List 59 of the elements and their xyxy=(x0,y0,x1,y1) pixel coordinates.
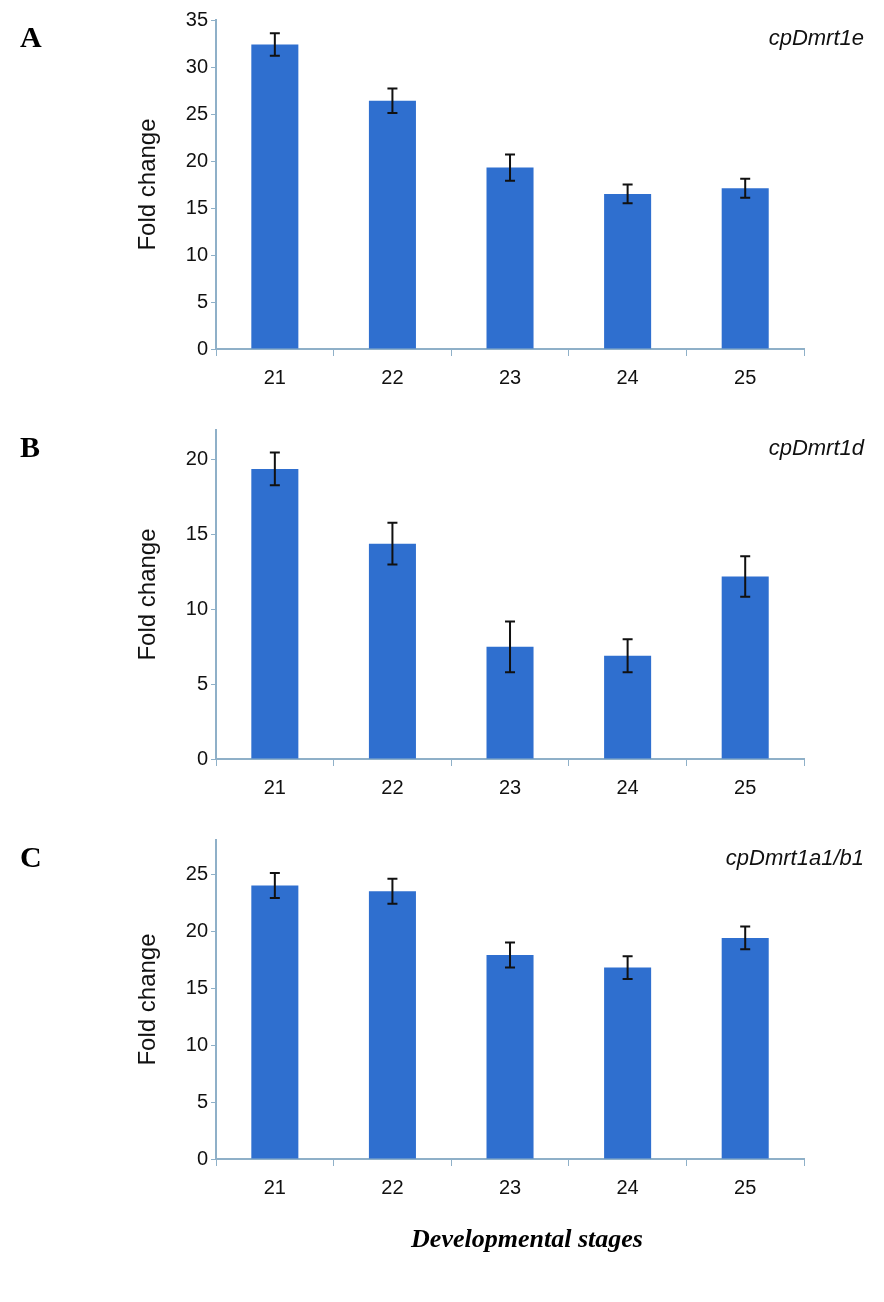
x-tick-label: 21 xyxy=(263,365,286,388)
x-tick-label: 21 xyxy=(263,775,286,798)
y-tick-label: 0 xyxy=(196,336,209,359)
y-tick-label: 5 xyxy=(196,289,209,312)
x-axis-title: Developmental stages xyxy=(410,1224,644,1254)
y-tick-label: 5 xyxy=(196,671,209,694)
bar xyxy=(721,937,769,1159)
bar xyxy=(604,193,652,349)
y-tick-label: 15 xyxy=(185,975,209,998)
y-tick-label: 20 xyxy=(185,447,209,470)
annotation: cpDmrt1a1/b1 xyxy=(725,845,864,871)
bar xyxy=(486,955,534,1159)
x-tick-label: 25 xyxy=(734,365,757,388)
bar xyxy=(721,188,769,349)
bar xyxy=(721,576,769,759)
bar xyxy=(486,646,534,759)
annotation: cpDmrt1e xyxy=(768,25,864,51)
x-tick-label: 24 xyxy=(616,775,639,798)
chart-title: B xyxy=(20,430,41,464)
x-tick-label: 24 xyxy=(616,365,639,388)
y-tick-label: 25 xyxy=(185,101,209,124)
y-tick-label: 0 xyxy=(196,1146,209,1169)
y-tick-label: 20 xyxy=(185,148,209,171)
x-tick-label: 25 xyxy=(734,1175,757,1198)
y-axis-title: Fold change xyxy=(133,528,161,661)
x-tick-label: 22 xyxy=(381,1175,404,1198)
y-tick-label: 10 xyxy=(185,1032,209,1055)
x-tick-label: 22 xyxy=(381,775,404,798)
bar xyxy=(604,655,652,759)
x-tick-label: 24 xyxy=(616,1175,639,1198)
y-tick-label: 0 xyxy=(196,746,209,769)
bar xyxy=(486,167,534,349)
y-tick-label: 30 xyxy=(185,54,209,77)
y-tick-label: 10 xyxy=(185,596,209,619)
bar xyxy=(604,967,652,1159)
y-tick-label: 15 xyxy=(185,195,209,218)
bar xyxy=(251,468,299,759)
x-tick-label: 23 xyxy=(498,365,522,388)
y-tick-label: 5 xyxy=(196,1089,209,1112)
x-tick-label: 23 xyxy=(498,775,522,798)
x-tick-label: 21 xyxy=(263,1175,286,1198)
y-tick-label: 25 xyxy=(185,861,209,884)
x-tick-label: 25 xyxy=(734,775,757,798)
bar xyxy=(251,44,299,349)
y-axis-title: Fold change xyxy=(133,933,161,1066)
y-tick-label: 35 xyxy=(185,7,209,30)
chart-title: C xyxy=(20,840,42,874)
bar xyxy=(368,543,416,759)
bar xyxy=(368,100,416,349)
x-tick-label: 23 xyxy=(498,1175,522,1198)
y-tick-label: 10 xyxy=(185,242,209,265)
x-tick-label: 22 xyxy=(381,365,404,388)
y-tick-label: 15 xyxy=(185,522,209,545)
annotation: cpDmrt1d xyxy=(768,435,865,461)
bar xyxy=(251,885,299,1159)
bar xyxy=(368,891,416,1159)
y-axis-title: Fold change xyxy=(133,118,161,251)
chart-title: A xyxy=(20,20,42,54)
y-tick-label: 20 xyxy=(185,918,209,941)
